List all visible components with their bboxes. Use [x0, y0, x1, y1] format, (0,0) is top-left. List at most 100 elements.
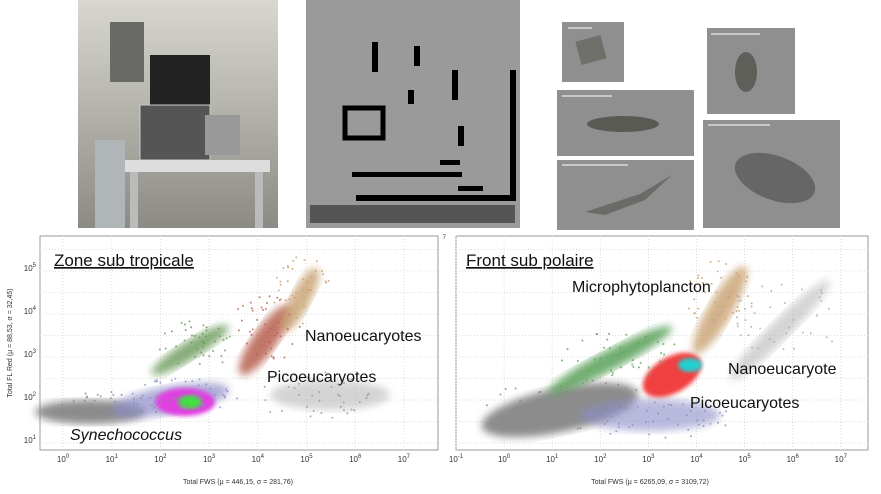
- scatter-dot: [228, 335, 231, 338]
- scatter-dot: [301, 289, 304, 292]
- scatter-dot: [654, 366, 657, 369]
- scatter-dot: [286, 265, 289, 268]
- scatter-dot: [303, 297, 306, 300]
- scatter-dot: [269, 410, 272, 413]
- y-axis-title: Total FL Red (μ = 88,53, σ = 32,45): [7, 288, 14, 397]
- tick-base: 10: [546, 455, 555, 464]
- scatter-dot: [720, 310, 723, 313]
- scatter-dot: [131, 392, 134, 395]
- scatter-dot: [744, 319, 747, 322]
- scatter-dot: [792, 347, 795, 350]
- scatter-dot: [721, 414, 724, 417]
- scatter-dot: [307, 288, 310, 291]
- scatter-dot: [501, 417, 504, 420]
- scatter-dot: [624, 403, 627, 406]
- scatter-dot: [293, 296, 296, 299]
- plankton-mosaic: [306, 0, 520, 228]
- population-label: Microphytoplancton: [572, 279, 711, 296]
- scatter-dot: [306, 280, 309, 283]
- scatter-dot: [309, 415, 312, 418]
- scatter-dot: [279, 280, 282, 283]
- scatter-dot: [620, 351, 623, 354]
- scatter-dot: [194, 335, 197, 338]
- tick-base: 10: [24, 436, 33, 445]
- scatter-dot: [311, 380, 314, 383]
- scatter-dot: [770, 289, 773, 292]
- scatter-dot: [611, 371, 614, 374]
- scatter-dot: [800, 288, 803, 291]
- scatter-dot: [198, 362, 201, 365]
- scatter-dot: [700, 277, 703, 280]
- scatter-dot: [617, 354, 620, 357]
- scatter-dot: [297, 382, 300, 385]
- scatter-dot: [716, 270, 719, 273]
- scatter-dot: [366, 394, 369, 397]
- scatter-dot: [274, 334, 277, 337]
- scatter-dot: [240, 319, 243, 322]
- tick-exp: 3: [651, 454, 655, 460]
- scatter-dot: [159, 381, 162, 384]
- scatter-dot: [291, 294, 294, 297]
- scatter-dot: [744, 307, 747, 310]
- tick-base: 10: [24, 307, 33, 316]
- scatter-dot: [264, 323, 267, 326]
- scatter-dot: [188, 320, 191, 323]
- scatter-dot: [237, 329, 240, 332]
- scatter-dot: [358, 401, 361, 404]
- scatter-dot: [662, 405, 665, 408]
- scatter-dot: [203, 342, 206, 345]
- scatter-dot: [287, 307, 290, 310]
- scatter-dot: [560, 359, 563, 362]
- scatter-dot: [250, 307, 253, 310]
- scatter-dot: [735, 316, 738, 319]
- scatter-dot: [604, 382, 607, 385]
- plot-title: Zone sub tropicale: [54, 251, 194, 270]
- scatter-dot: [113, 400, 116, 403]
- scatter-dot: [728, 295, 731, 298]
- scatter-dot: [751, 346, 754, 349]
- scatter-dot: [306, 376, 309, 379]
- scatter-dot: [202, 354, 205, 357]
- scatter-dot: [158, 348, 161, 351]
- scatter-dot: [581, 382, 584, 385]
- scatter-dot: [224, 349, 227, 352]
- scatter-dot: [298, 325, 301, 328]
- scatter-dot: [660, 352, 663, 355]
- tick-label: 101: [24, 435, 37, 445]
- scatter-dot: [190, 341, 193, 344]
- plot-frame: [39, 235, 869, 451]
- scatter-dot: [639, 362, 642, 365]
- scatter-dot: [170, 398, 173, 401]
- scatter-dot: [761, 285, 764, 288]
- scatter-dot: [739, 299, 742, 302]
- scatter-dot: [735, 271, 738, 274]
- tick-exp: 5: [33, 263, 37, 269]
- tick-label: 7: [443, 235, 447, 241]
- scatter-dot: [318, 399, 321, 402]
- scatter-dot: [666, 418, 669, 421]
- scatter-dot: [612, 353, 615, 356]
- scatter-dot: [72, 400, 75, 403]
- scatter-dot: [180, 321, 183, 324]
- grid: [40, 236, 868, 450]
- tick-exp: -1: [458, 454, 464, 460]
- scatter-dot: [499, 393, 502, 396]
- scatter-dot: [97, 411, 100, 414]
- scatter-dot: [301, 322, 304, 325]
- tick-label: 103: [642, 454, 655, 464]
- scatter-dot: [656, 340, 659, 343]
- scatter-dot: [179, 401, 182, 404]
- scatter-dot: [694, 285, 697, 288]
- tick-label: 103: [203, 454, 216, 464]
- scatter-dot: [277, 289, 280, 292]
- scatter-dot: [538, 391, 541, 394]
- scatter-dot: [77, 412, 80, 415]
- scatter-dot: [191, 380, 194, 383]
- tick-exp: 1: [114, 454, 118, 460]
- scatter-dot: [825, 336, 828, 339]
- scatter-dot: [175, 345, 178, 348]
- scatter-dot: [696, 419, 699, 422]
- scatter-dot: [609, 432, 612, 435]
- x-axis-title: Total FWS (μ = 446,15, σ = 281,76): [183, 479, 293, 486]
